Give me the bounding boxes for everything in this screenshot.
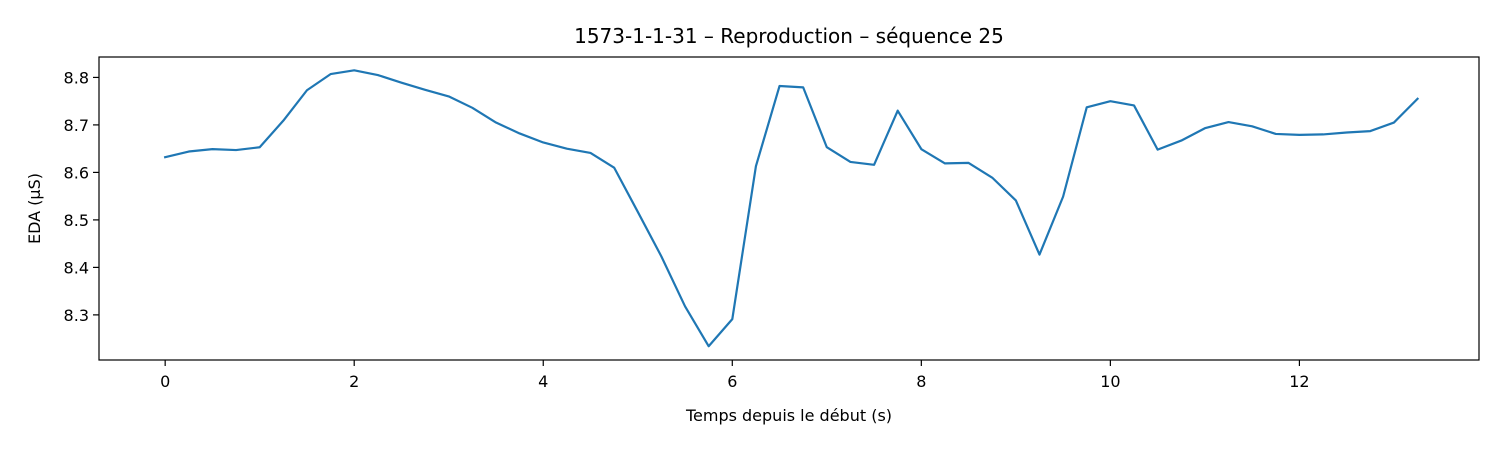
x-axis-label: Temps depuis le début (s) [685,406,892,425]
plot-frame [98,56,1480,361]
x-tick-label: 12 [1289,372,1309,391]
chart-title: 1573-1-1-31 – Reproduction – séquence 25 [574,24,1004,48]
y-tick-label: 8.5 [64,211,89,230]
y-tick-label: 8.4 [64,258,89,277]
y-tick-label: 8.6 [64,163,89,182]
y-tick-label: 8.8 [64,68,89,87]
x-tick-label: 10 [1100,372,1120,391]
x-tick-label: 6 [727,372,737,391]
y-axis-label: EDA (µS) [25,173,44,244]
plot-area: 0 2 4 6 8 10 12 8.3 8.4 8.5 8.6 8.7 8.8 [64,68,1420,391]
x-tick-label: 4 [538,372,548,391]
y-tick-label: 8.7 [64,116,89,135]
eda-series-line [163,69,1420,348]
x-tick-label: 0 [160,372,170,391]
x-tick-label: 8 [916,372,926,391]
y-tick-label: 8.3 [64,306,89,325]
x-tick-label: 2 [349,372,359,391]
